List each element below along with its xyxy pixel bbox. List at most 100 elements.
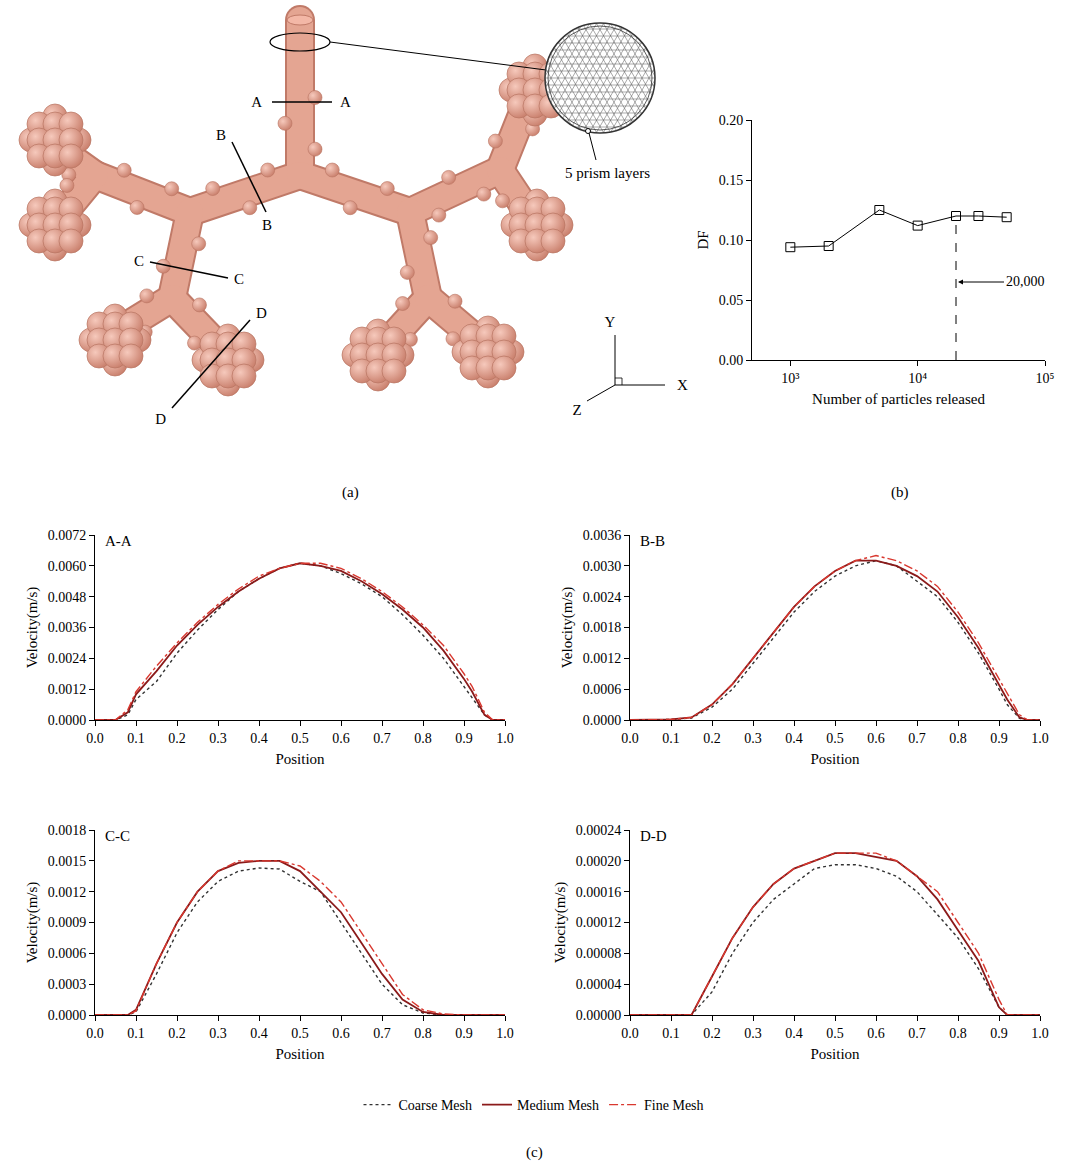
- svg-text:Medium Mesh: Medium Mesh: [517, 1098, 599, 1113]
- svg-text:0.0012: 0.0012: [48, 885, 87, 900]
- svg-text:0.3: 0.3: [209, 731, 227, 746]
- svg-text:0.15: 0.15: [719, 173, 744, 188]
- svg-text:Position: Position: [275, 751, 325, 767]
- svg-text:0.0: 0.0: [621, 1026, 639, 1041]
- svg-text:(a): (a): [342, 484, 359, 501]
- svg-text:0.8: 0.8: [949, 731, 967, 746]
- svg-text:0.0: 0.0: [621, 731, 639, 746]
- svg-text:1.0: 1.0: [1031, 1026, 1049, 1041]
- svg-text:Velocity(m/s): Velocity(m/s): [24, 882, 41, 964]
- svg-text:B-B: B-B: [640, 533, 665, 549]
- svg-text:0.00012: 0.00012: [576, 915, 622, 930]
- svg-text:0.0000: 0.0000: [583, 713, 622, 728]
- svg-text:10³: 10³: [781, 371, 799, 386]
- svg-text:0.05: 0.05: [719, 293, 744, 308]
- svg-text:C: C: [234, 271, 244, 287]
- svg-text:0.8: 0.8: [414, 1026, 432, 1041]
- svg-text:0.0012: 0.0012: [583, 651, 622, 666]
- svg-text:D: D: [256, 305, 267, 321]
- svg-text:0.9: 0.9: [990, 731, 1008, 746]
- svg-text:0.0024: 0.0024: [583, 590, 622, 605]
- svg-text:0.7: 0.7: [908, 1026, 926, 1041]
- svg-text:Y: Y: [605, 314, 616, 330]
- svg-text:0.4: 0.4: [250, 1026, 268, 1041]
- svg-text:0.00004: 0.00004: [576, 977, 622, 992]
- svg-text:0.0072: 0.0072: [48, 528, 87, 543]
- svg-text:0.4: 0.4: [250, 731, 268, 746]
- svg-text:B: B: [216, 127, 226, 143]
- svg-text:A-A: A-A: [105, 533, 132, 549]
- svg-text:Position: Position: [810, 751, 860, 767]
- svg-text:0.0003: 0.0003: [48, 977, 87, 992]
- svg-text:(b): (b): [891, 484, 909, 501]
- svg-text:Position: Position: [810, 1046, 860, 1062]
- svg-text:0.9: 0.9: [990, 1026, 1008, 1041]
- svg-text:A: A: [251, 94, 262, 110]
- svg-text:0.00024: 0.00024: [576, 823, 622, 838]
- svg-text:1.0: 1.0: [496, 1026, 514, 1041]
- svg-text:0.0015: 0.0015: [48, 854, 87, 869]
- svg-text:0.3: 0.3: [744, 731, 762, 746]
- svg-text:0.0: 0.0: [86, 1026, 104, 1041]
- svg-text:0.0036: 0.0036: [48, 620, 87, 635]
- svg-text:0.5: 0.5: [291, 1026, 309, 1041]
- svg-text:0.9: 0.9: [455, 731, 473, 746]
- svg-text:0.0006: 0.0006: [583, 682, 622, 697]
- svg-text:0.3: 0.3: [209, 1026, 227, 1041]
- svg-text:0.1: 0.1: [127, 731, 145, 746]
- svg-text:C-C: C-C: [105, 828, 130, 844]
- svg-text:0.0012: 0.0012: [48, 682, 87, 697]
- svg-text:0.8: 0.8: [949, 1026, 967, 1041]
- svg-text:DF: DF: [695, 230, 711, 249]
- svg-text:0.20: 0.20: [719, 113, 744, 128]
- svg-text:0.4: 0.4: [785, 1026, 803, 1041]
- svg-text:0.3: 0.3: [744, 1026, 762, 1041]
- svg-text:0.00000: 0.00000: [576, 1008, 622, 1023]
- svg-text:0.0060: 0.0060: [48, 559, 87, 574]
- svg-text:D: D: [155, 411, 166, 427]
- svg-text:Z: Z: [572, 402, 581, 418]
- svg-text:Number of particles released: Number of particles released: [812, 391, 985, 407]
- svg-text:0.4: 0.4: [785, 731, 803, 746]
- svg-text:Fine Mesh: Fine Mesh: [644, 1098, 704, 1113]
- svg-text:0.0030: 0.0030: [583, 559, 622, 574]
- svg-text:D-D: D-D: [640, 828, 667, 844]
- svg-text:1.0: 1.0: [496, 731, 514, 746]
- svg-text:0.0036: 0.0036: [583, 528, 622, 543]
- svg-text:0.00016: 0.00016: [576, 885, 622, 900]
- svg-text:0.2: 0.2: [168, 731, 186, 746]
- svg-text:0.7: 0.7: [373, 731, 391, 746]
- svg-text:X: X: [677, 377, 688, 393]
- svg-text:Velocity(m/s): Velocity(m/s): [559, 587, 576, 669]
- svg-text:10⁵: 10⁵: [1036, 371, 1055, 386]
- svg-text:0.0048: 0.0048: [48, 590, 87, 605]
- svg-text:5 prism layers: 5 prism layers: [565, 165, 650, 181]
- svg-text:Position: Position: [275, 1046, 325, 1062]
- svg-text:0.00020: 0.00020: [576, 854, 622, 869]
- svg-text:0.6: 0.6: [867, 1026, 885, 1041]
- svg-text:0.6: 0.6: [332, 1026, 350, 1041]
- svg-text:0.0006: 0.0006: [48, 946, 87, 961]
- svg-text:0.0018: 0.0018: [48, 823, 87, 838]
- svg-text:0.00008: 0.00008: [576, 946, 622, 961]
- svg-text:0.6: 0.6: [332, 731, 350, 746]
- svg-text:C: C: [134, 253, 144, 269]
- svg-text:0.5: 0.5: [291, 731, 309, 746]
- svg-text:B: B: [262, 217, 272, 233]
- svg-text:0.0: 0.0: [86, 731, 104, 746]
- svg-text:0.7: 0.7: [373, 1026, 391, 1041]
- svg-text:0.8: 0.8: [414, 731, 432, 746]
- svg-text:0.7: 0.7: [908, 731, 926, 746]
- svg-text:10⁴: 10⁴: [908, 371, 927, 386]
- svg-text:A: A: [340, 94, 351, 110]
- svg-text:0.0009: 0.0009: [48, 915, 87, 930]
- svg-text:0.2: 0.2: [168, 1026, 186, 1041]
- svg-text:0.1: 0.1: [662, 1026, 680, 1041]
- svg-text:0.2: 0.2: [703, 1026, 721, 1041]
- svg-text:0.1: 0.1: [127, 1026, 145, 1041]
- svg-text:0.0000: 0.0000: [48, 713, 87, 728]
- svg-text:20,000: 20,000: [1006, 274, 1045, 289]
- svg-text:1.0: 1.0: [1031, 731, 1049, 746]
- svg-text:0.2: 0.2: [703, 731, 721, 746]
- svg-text:Velocity(m/s): Velocity(m/s): [552, 882, 569, 964]
